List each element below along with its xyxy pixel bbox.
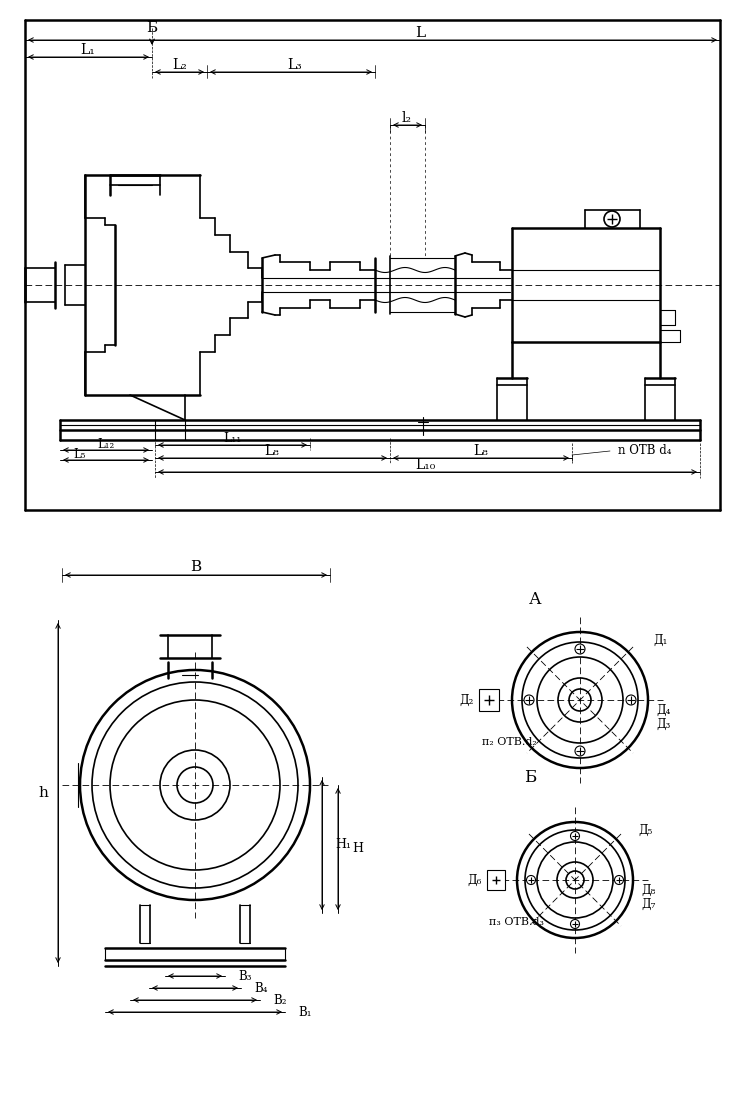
Text: B₂: B₂ [273, 993, 286, 1007]
Text: L₈: L₈ [474, 444, 488, 458]
Bar [487, 870, 505, 890]
Text: L₅: L₅ [74, 449, 86, 462]
Circle shape [575, 644, 585, 654]
Text: B₄: B₄ [254, 981, 268, 994]
Circle shape [557, 862, 593, 898]
Circle shape [566, 871, 584, 889]
Text: B₁: B₁ [298, 1005, 311, 1019]
Circle shape [558, 678, 602, 722]
Circle shape [537, 657, 623, 742]
Circle shape [571, 832, 580, 840]
Circle shape [80, 670, 310, 900]
Text: L₈: L₈ [265, 444, 279, 458]
Circle shape [522, 642, 638, 758]
Text: п₂ ОТВ.d₂: п₂ ОТВ.d₂ [482, 737, 537, 747]
Text: Д₁: Д₁ [653, 634, 668, 647]
Text: h: h [38, 786, 48, 800]
Circle shape [524, 695, 534, 705]
Circle shape [177, 767, 213, 803]
Circle shape [537, 842, 613, 918]
Circle shape [92, 682, 298, 888]
Text: L₁₀: L₁₀ [415, 458, 435, 472]
Text: l₂: l₂ [402, 111, 412, 125]
Circle shape [571, 920, 580, 928]
Text: Д₃: Д₃ [656, 717, 670, 730]
Text: L₂: L₂ [172, 58, 188, 72]
Circle shape [526, 876, 536, 884]
Text: B₃: B₃ [238, 969, 251, 982]
Bar [479, 689, 499, 711]
Text: Д₈: Д₈ [641, 883, 656, 896]
Text: Б: Б [524, 770, 536, 786]
Text: H: H [352, 843, 363, 856]
Text: L: L [415, 26, 425, 40]
Circle shape [160, 750, 230, 820]
Text: В: В [190, 560, 202, 574]
Text: Д₅: Д₅ [638, 824, 652, 836]
Circle shape [626, 695, 636, 705]
Text: H₁: H₁ [335, 838, 351, 851]
Text: L₁₁: L₁₁ [223, 431, 242, 444]
Circle shape [110, 700, 280, 870]
Text: А: А [529, 592, 542, 608]
Text: Д₆: Д₆ [468, 873, 482, 887]
Text: п₃ ОТВ.d₃: п₃ ОТВ.d₃ [489, 917, 544, 927]
Text: L₃: L₃ [288, 58, 302, 72]
Text: Д₂: Д₂ [460, 693, 474, 706]
Circle shape [575, 746, 585, 756]
Text: L₁: L₁ [81, 43, 95, 57]
Text: L₁₂: L₁₂ [98, 438, 115, 451]
Circle shape [569, 689, 591, 711]
Text: n ОТВ d₄: n ОТВ d₄ [618, 444, 671, 458]
Text: Д₄: Д₄ [656, 704, 670, 716]
Text: Б: Б [146, 21, 158, 35]
Circle shape [525, 830, 625, 930]
Text: Д₇: Д₇ [641, 898, 656, 911]
Circle shape [517, 822, 633, 938]
Circle shape [614, 876, 623, 884]
Circle shape [512, 632, 648, 768]
Circle shape [604, 211, 620, 227]
